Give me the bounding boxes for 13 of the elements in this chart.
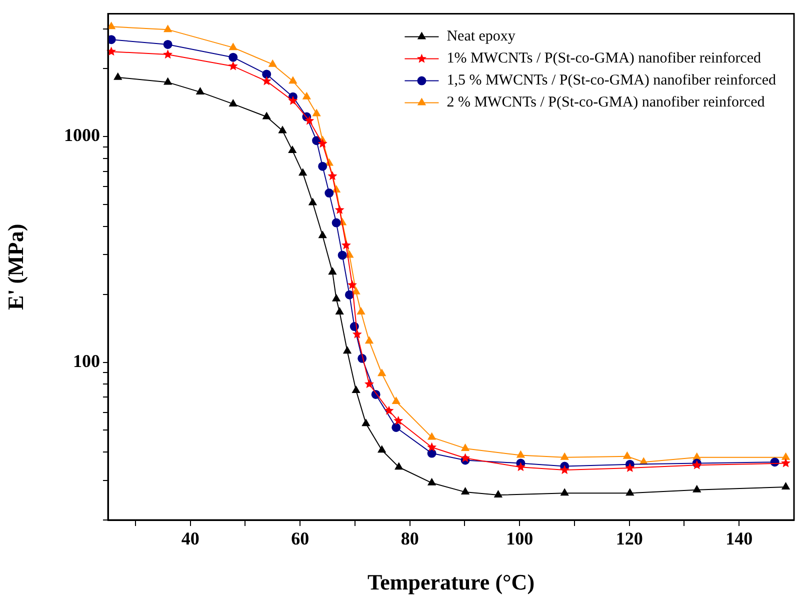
x-tick-label: 100 [506,528,534,548]
x-tick-label: 60 [291,528,310,548]
x-tick-label: 120 [616,528,643,548]
legend-label: Neat epoxy [446,28,516,45]
x-tick-label: 140 [726,528,753,548]
x-tick-label: 40 [181,528,200,548]
x-tick-label: 80 [400,528,419,548]
legend-label: 1,5 % MWCNTs / P(St-co-GMA) nanofiber reinforced [446,72,776,89]
y-axis-title: E' (MPa) [2,224,28,310]
y-tick-label: 1000 [64,125,100,146]
x-axis-title: Temperature (°C) [367,569,535,594]
legend-label: 2 % MWCNTs / P(St-co-GMA) nanofiber reinforced [446,94,766,111]
legend-label: 1% MWCNTs / P(St-co-GMA) nanofiber reinforced [446,50,762,67]
